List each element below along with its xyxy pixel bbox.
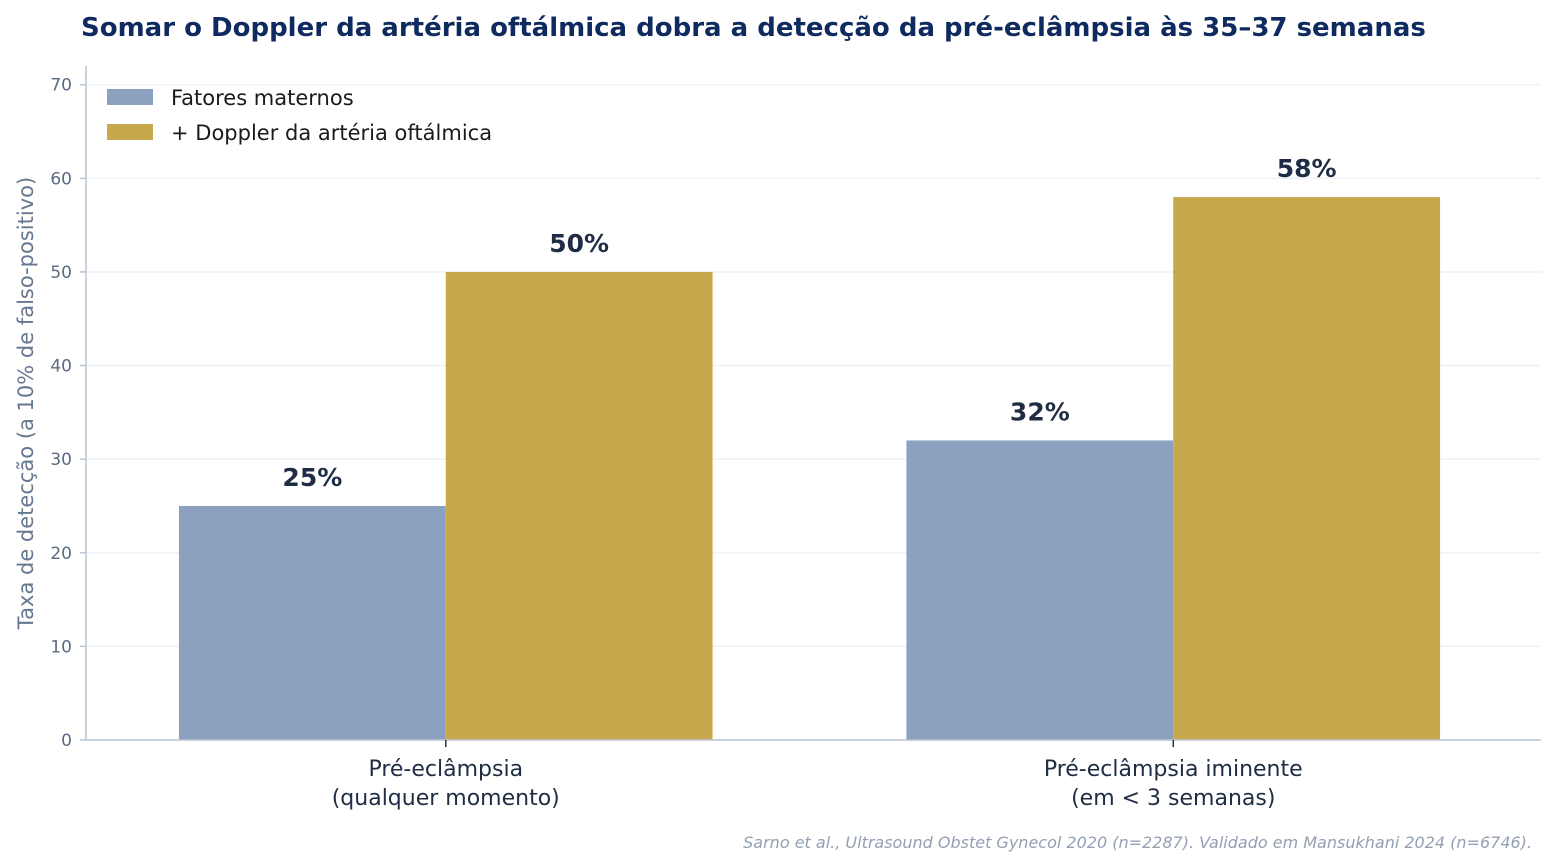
- data-label-s1-c0: 50%: [549, 229, 609, 258]
- legend-swatch-0: [107, 89, 153, 105]
- data-label-s0-c0: 25%: [282, 463, 342, 492]
- y-tick-label: 30: [50, 450, 72, 470]
- x-category-labels: Pré-eclâmpsia (qualquer momento) Pré-eclâm…: [332, 740, 1303, 811]
- x-category-label: Pré-eclâmpsia: [368, 757, 523, 782]
- bar-s0-c1: [906, 440, 1174, 740]
- data-label-s1-c1: 58%: [1277, 154, 1337, 183]
- chart-title: Somar o Doppler da artéria oftálmica dob…: [81, 13, 1426, 43]
- legend-label-0: Fatores maternos: [171, 86, 354, 110]
- data-labels: 25% 50% 32% 58%: [282, 154, 1336, 492]
- legend: Fatores maternos + Doppler da artéria oft…: [107, 86, 492, 145]
- y-tick-label: 50: [50, 263, 72, 283]
- bar-s1-c0: [445, 271, 713, 740]
- y-tick-label: 60: [50, 169, 72, 189]
- bars: [178, 197, 1441, 741]
- y-tick-label: 70: [50, 76, 72, 96]
- legend-label-1: + Doppler da artéria oftálmica: [171, 121, 492, 145]
- data-label-s0-c1: 32%: [1010, 397, 1070, 426]
- y-axis-label: Taxa de detecção (a 10% de falso-positiv…: [14, 177, 38, 630]
- x-category-label: Pré-eclâmpsia iminente: [1044, 757, 1303, 782]
- x-category-label: (em < 3 semanas): [1071, 786, 1275, 811]
- legend-swatch-1: [107, 124, 153, 140]
- y-tick-label: 20: [50, 544, 72, 564]
- bar-s0-c0: [178, 505, 446, 740]
- x-category-label: (qualquer momento): [332, 786, 560, 811]
- y-tick-label: 10: [50, 637, 72, 657]
- bar-s1-c1: [1173, 197, 1441, 741]
- y-tick-label: 0: [61, 731, 72, 751]
- y-tick-label: 40: [50, 357, 72, 377]
- y-tick-labels: 0 10 20 30 40 50 60 70: [50, 76, 86, 751]
- source-note: Sarno et al., Ultrasound Obstet Gynecol …: [743, 833, 1532, 852]
